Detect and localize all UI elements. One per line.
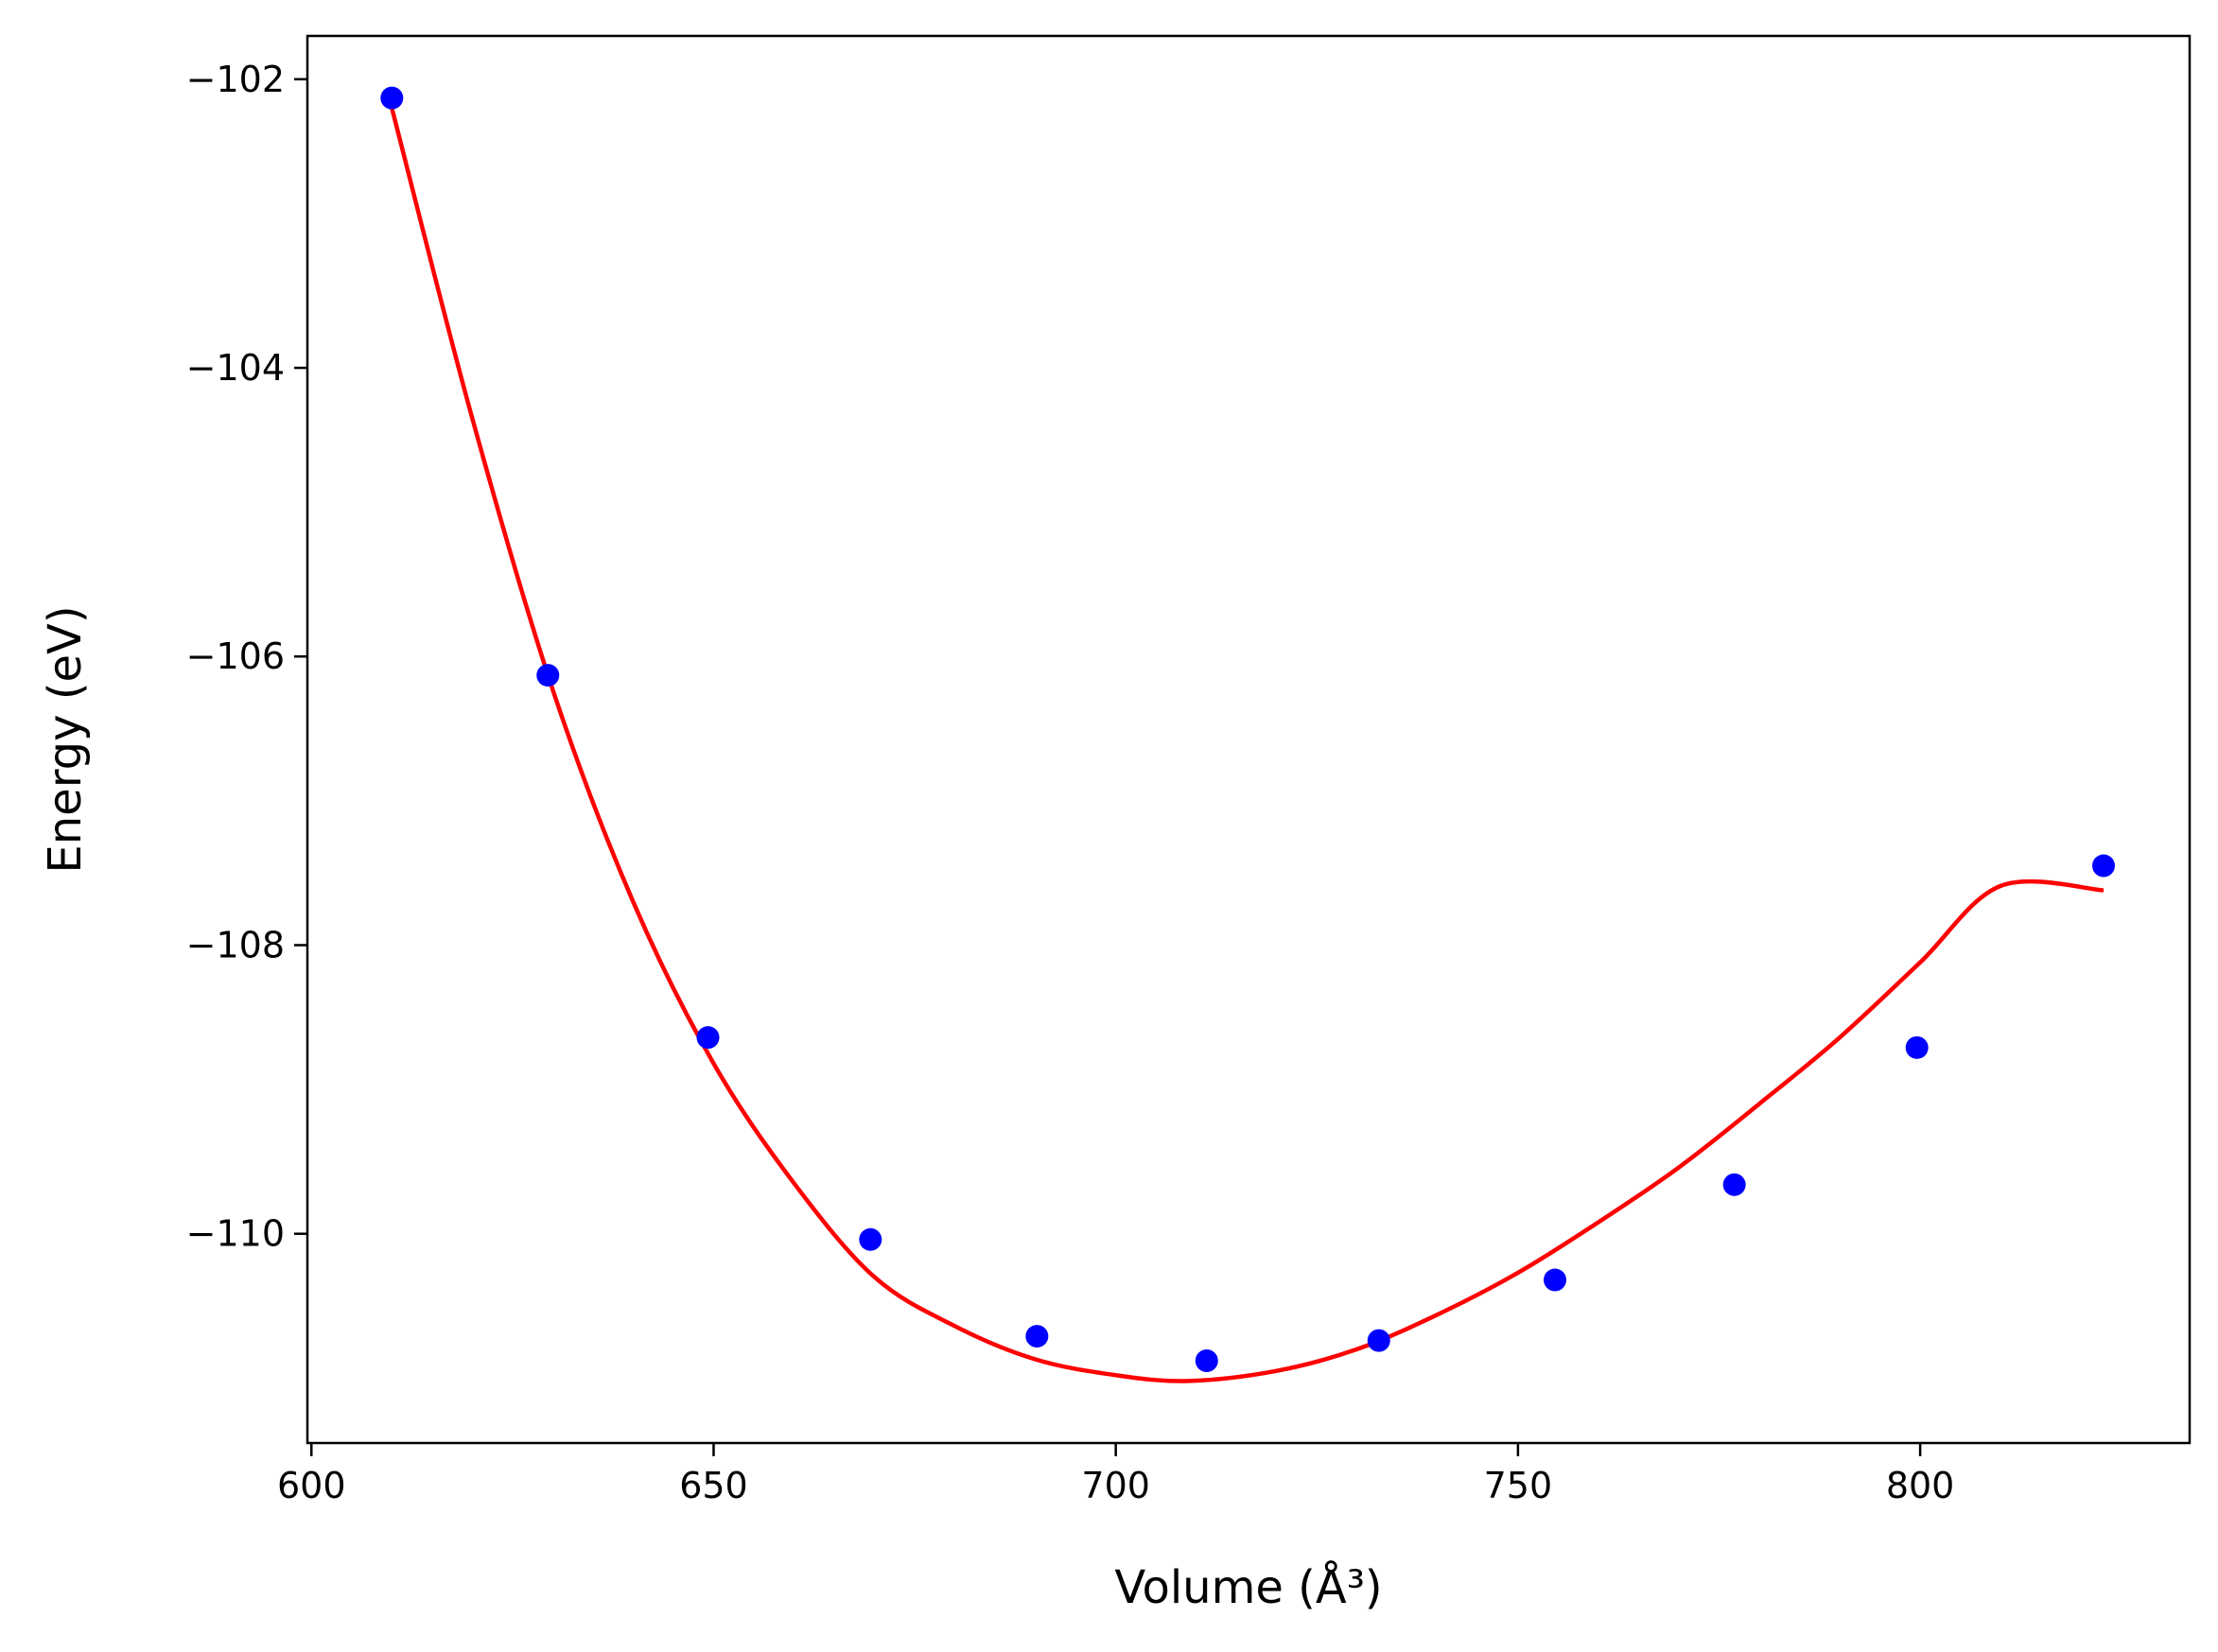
fit-curve: [390, 107, 2104, 1383]
fit-curve-layer: [390, 107, 2104, 1383]
data-point: [1195, 1349, 1218, 1373]
x-tick-label: 600: [277, 1465, 346, 1506]
data-point: [696, 1026, 720, 1050]
y-axis-ticks: −102 −104 −106 −108 −110: [186, 59, 307, 1255]
data-point: [1722, 1173, 1746, 1196]
y-tick-label: −110: [186, 1213, 285, 1255]
y-axis-label: Energy (eV): [39, 605, 92, 873]
y-tick-label: −104: [186, 347, 285, 389]
data-point: [1544, 1268, 1567, 1292]
plot-area: [307, 36, 2190, 1443]
x-axis-ticks: 600 650 700 750 800: [277, 1443, 1954, 1506]
y-tick-label: −106: [186, 635, 285, 677]
x-axis-label: Volume (Å³): [1114, 1560, 1382, 1614]
y-tick-label: −108: [186, 924, 285, 965]
x-tick-label: 650: [679, 1465, 748, 1506]
data-point: [1905, 1035, 1929, 1059]
x-tick-label: 700: [1081, 1465, 1150, 1506]
x-tick-label: 750: [1484, 1465, 1553, 1506]
data-point: [2092, 854, 2116, 878]
data-point: [536, 664, 560, 687]
plot-frame: [306, 34, 2192, 1445]
x-tick-label: 800: [1886, 1465, 1955, 1506]
y-tick-label: −102: [186, 59, 285, 100]
data-point: [1367, 1329, 1390, 1352]
data-point: [859, 1227, 882, 1251]
data-points-layer: [380, 86, 2116, 1373]
data-point: [1025, 1325, 1049, 1348]
data-point: [380, 86, 404, 110]
